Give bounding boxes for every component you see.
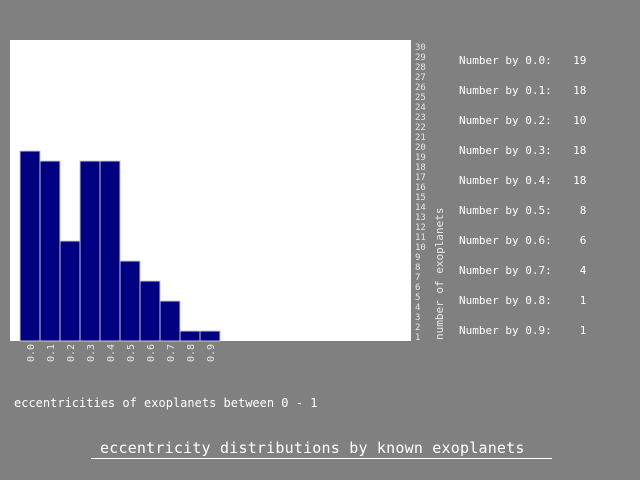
legend-label: Number by 0.9: xyxy=(459,324,552,337)
legend-value: 18 xyxy=(573,84,587,97)
legend-row: Number by 0.2: 10 xyxy=(459,114,587,127)
bar-0.0 xyxy=(19,150,41,342)
legend-value: 18 xyxy=(573,174,587,187)
legend-value: 1 xyxy=(579,294,587,307)
y-tick-label: 9 xyxy=(415,253,420,263)
legend-row: Number by 0.9: 1 xyxy=(459,324,587,337)
legend-row: Number by 0.5: 8 xyxy=(459,204,587,217)
y-tick-label: 2 xyxy=(415,323,420,333)
x-tick-label: 0.9 xyxy=(206,344,217,362)
x-tick-label: 0.1 xyxy=(46,344,57,362)
legend-value: 1 xyxy=(579,324,587,337)
legend-label: Number by 0.6: xyxy=(459,234,552,247)
y-tick-label: 21 xyxy=(415,133,426,143)
legend-label: Number by 0.1: xyxy=(459,84,552,97)
x-tick-label: 0.7 xyxy=(166,344,177,362)
x-tick-label: 0.3 xyxy=(86,344,97,362)
y-tick-label: 29 xyxy=(415,53,426,63)
x-tick-label: 0.5 xyxy=(126,344,137,362)
legend-label: Number by 0.4: xyxy=(459,174,552,187)
bar-0.5 xyxy=(119,260,141,342)
x-tick-label: 0.6 xyxy=(146,344,157,362)
legend-row: Number by 0.8: 1 xyxy=(459,294,587,307)
legend-value: 8 xyxy=(579,204,587,217)
y-tick-label: 28 xyxy=(415,63,426,73)
bars xyxy=(19,150,221,342)
legend-row: Number by 0.3: 18 xyxy=(459,144,587,157)
bar-0.6 xyxy=(139,280,161,342)
y-tick-label: 19 xyxy=(415,153,426,163)
y-tick-label: 25 xyxy=(415,93,426,103)
y-tick-label: 30 xyxy=(415,43,426,53)
legend: Number by 0.0: 19 Number by 0.1: 18 Numb… xyxy=(459,36,586,356)
legend-row: Number by 0.6: 6 xyxy=(459,234,587,247)
y-tick-label: 7 xyxy=(415,273,420,283)
y-tick-label: 27 xyxy=(415,73,426,83)
bar-0.1 xyxy=(39,160,61,342)
y-tick-label: 14 xyxy=(415,203,426,213)
y-tick-label: 17 xyxy=(415,173,426,183)
legend-label: Number by 0.7: xyxy=(459,264,552,277)
y-axis-label: number of exoplanets xyxy=(433,208,446,340)
y-tick-label: 24 xyxy=(415,103,426,113)
bar-0.4 xyxy=(99,160,121,342)
x-tick-label: 0.0 xyxy=(26,344,37,362)
bar-0.2 xyxy=(59,240,81,342)
x-tick-label: 0.2 xyxy=(66,344,77,362)
legend-row: Number by 0.1: 18 xyxy=(459,84,587,97)
bar-0.9 xyxy=(199,330,221,342)
legend-label: Number by 0.0: xyxy=(459,54,552,67)
y-tick-label: 22 xyxy=(415,123,426,133)
y-tick-label: 23 xyxy=(415,113,426,123)
y-tick-label: 12 xyxy=(415,223,426,233)
chart-title: eccentricity distributions by known exop… xyxy=(100,439,525,457)
y-tick-label: 11 xyxy=(415,233,426,243)
y-tick-label: 5 xyxy=(415,293,420,303)
x-tick-label: 0.4 xyxy=(106,344,117,362)
x-axis-label: eccentricities of exoplanets between 0 -… xyxy=(14,396,318,410)
title-underline xyxy=(91,458,552,459)
y-tick-labels: 1234567891011121314151617181920212223242… xyxy=(415,43,426,343)
y-tick-label: 8 xyxy=(415,263,420,273)
legend-value: 6 xyxy=(579,234,587,247)
legend-value: 10 xyxy=(573,114,587,127)
y-tick-label: 18 xyxy=(415,163,426,173)
bar-0.3 xyxy=(79,160,101,342)
legend-label: Number by 0.8: xyxy=(459,294,552,307)
y-tick-label: 10 xyxy=(415,243,426,253)
y-tick-label: 1 xyxy=(415,333,420,343)
y-tick-label: 15 xyxy=(415,193,426,203)
y-tick-label: 26 xyxy=(415,83,426,93)
legend-label: Number by 0.2: xyxy=(459,114,552,127)
bar-0.7 xyxy=(159,300,181,342)
y-tick-label: 6 xyxy=(415,283,420,293)
legend-row: Number by 0.7: 4 xyxy=(459,264,587,277)
legend-label: Number by 0.3: xyxy=(459,144,552,157)
y-tick-label: 20 xyxy=(415,143,426,153)
legend-value: 4 xyxy=(579,264,587,277)
legend-value: 19 xyxy=(573,54,587,67)
legend-row: Number by 0.4: 18 xyxy=(459,174,587,187)
y-tick-label: 3 xyxy=(415,313,420,323)
x-tick-labels: 0.0 0.1 0.2 0.3 0.4 0.5 0.6 0.7 0.8 0.9 xyxy=(26,344,217,362)
y-tick-label: 16 xyxy=(415,183,426,193)
x-tick-label: 0.8 xyxy=(186,344,197,362)
legend-value: 18 xyxy=(573,144,587,157)
y-tick-label: 13 xyxy=(415,213,426,223)
legend-row: Number by 0.0: 19 xyxy=(459,54,587,67)
y-tick-label: 4 xyxy=(415,303,420,313)
bar-0.8 xyxy=(179,330,201,342)
legend-label: Number by 0.5: xyxy=(459,204,552,217)
